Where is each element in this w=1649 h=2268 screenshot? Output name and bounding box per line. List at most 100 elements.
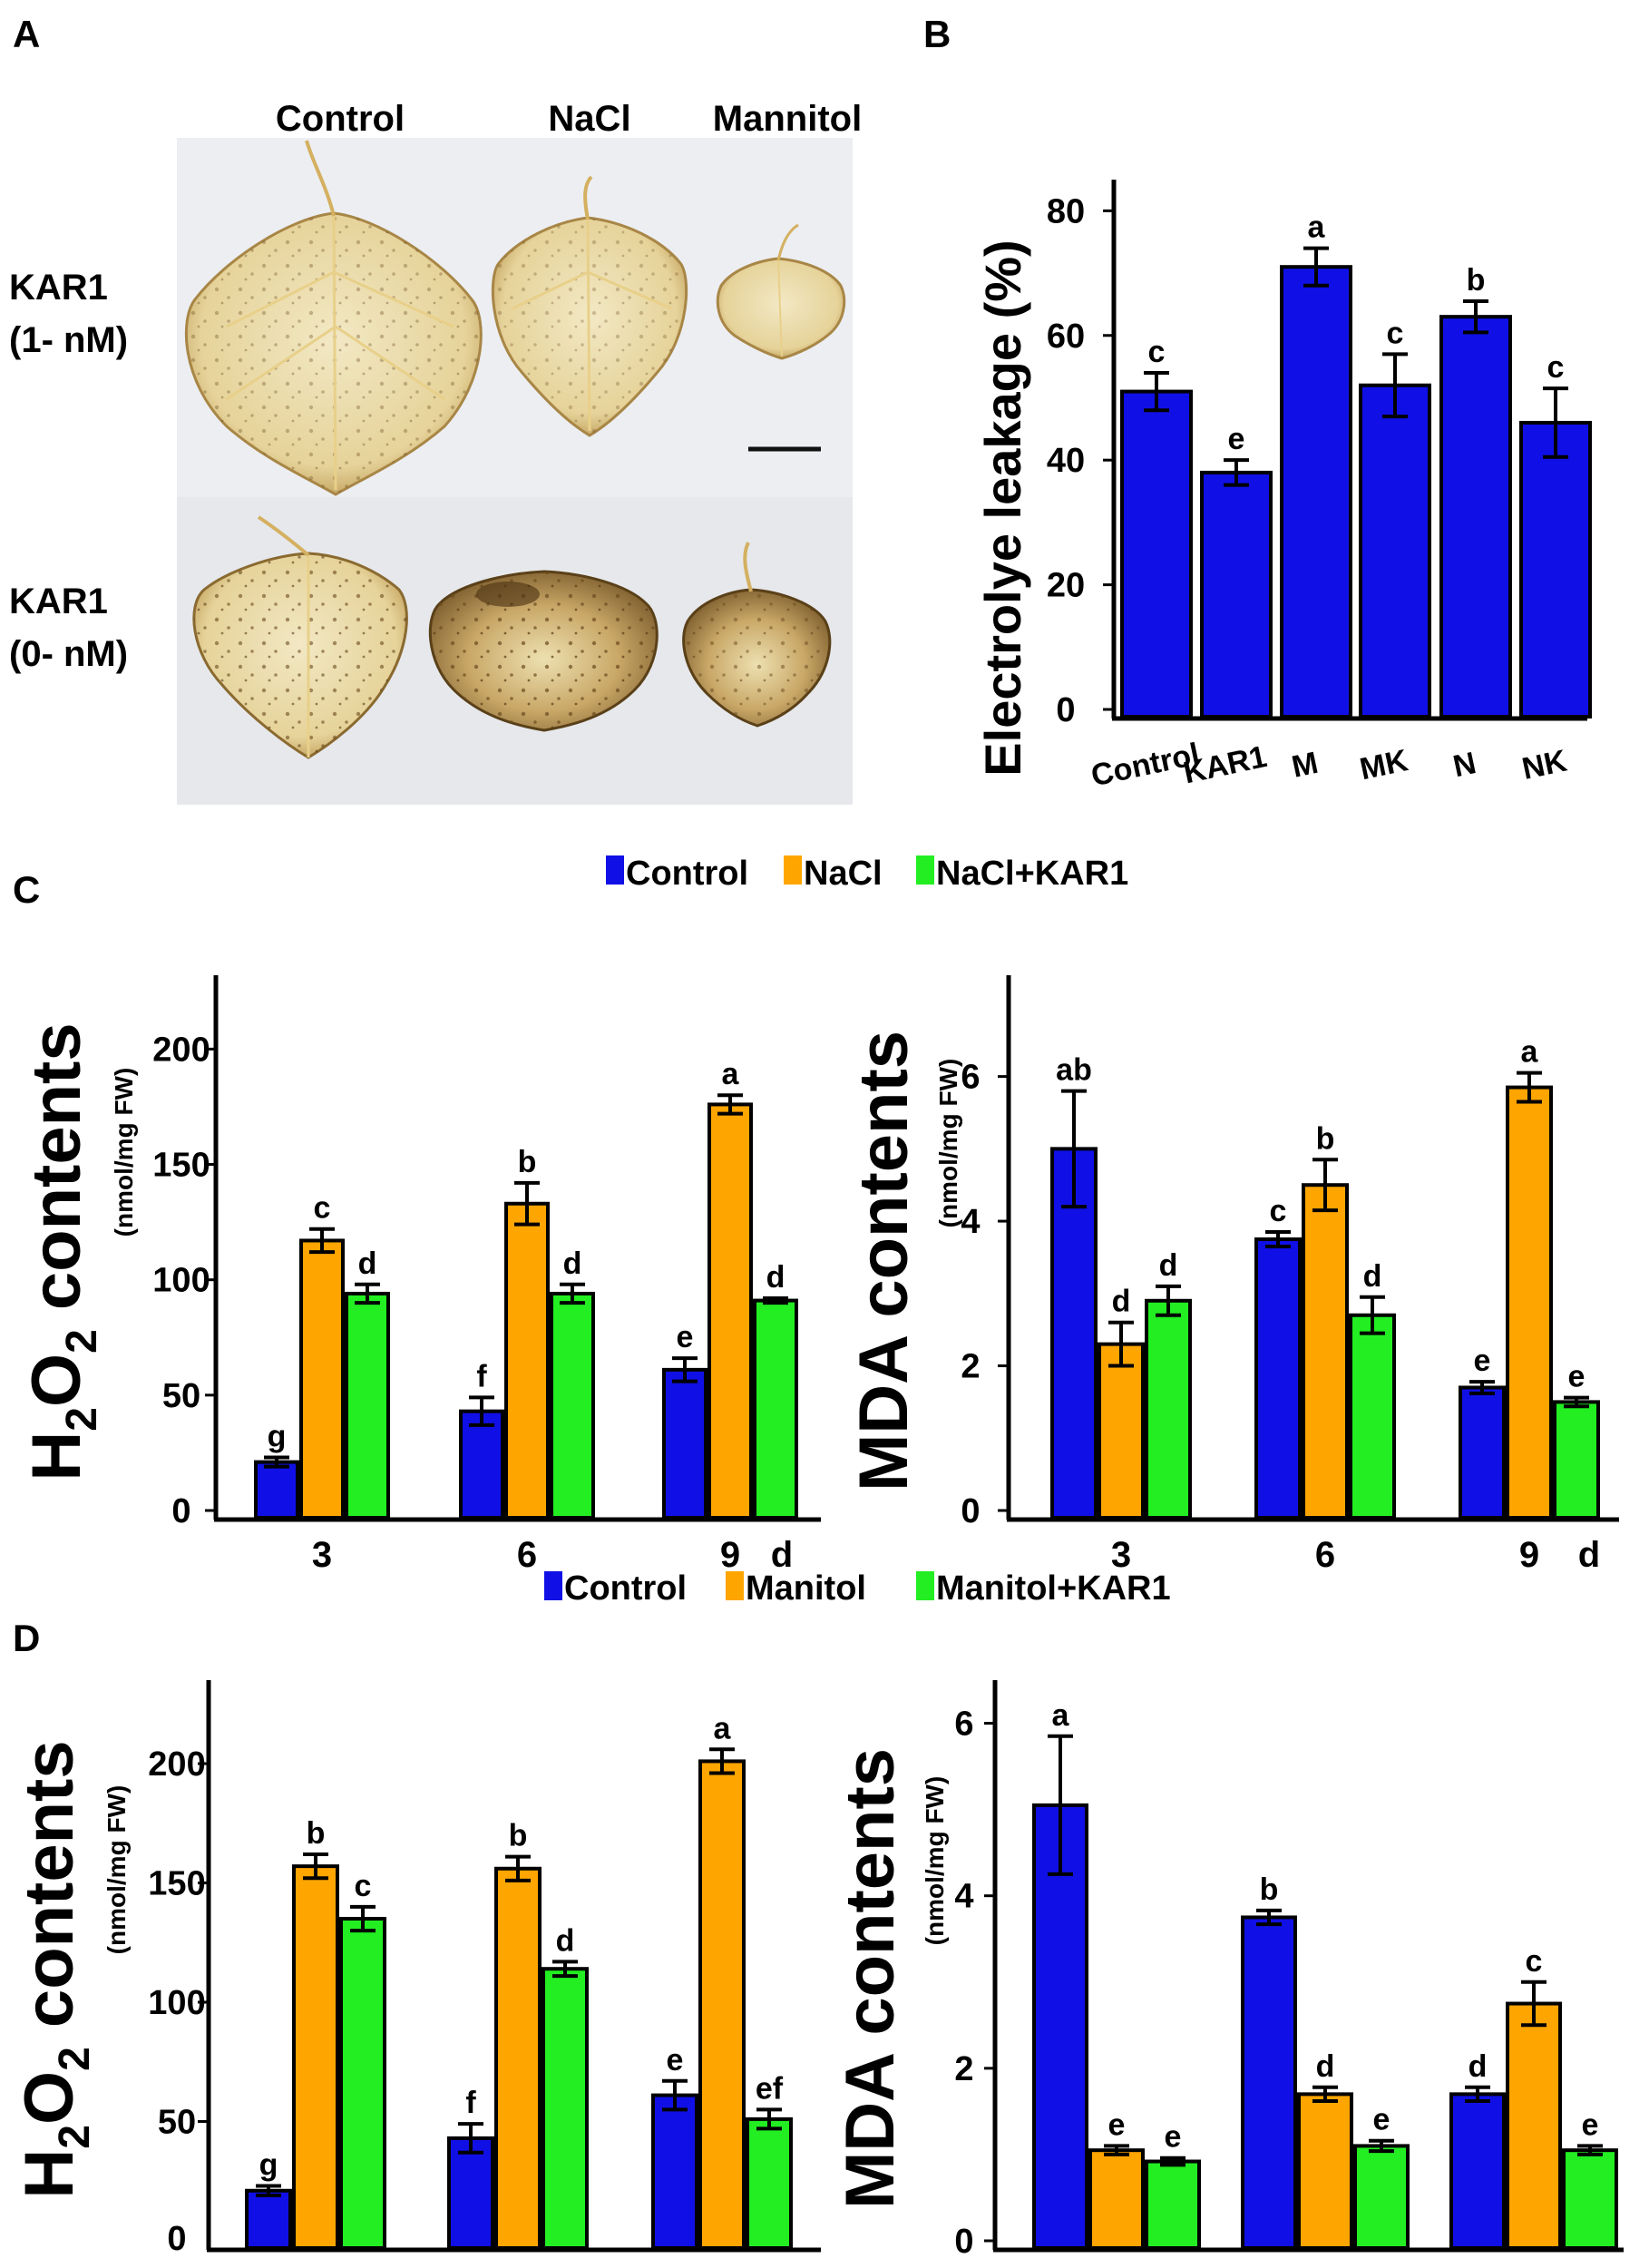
panel-b-label: B — [923, 13, 951, 55]
c1-bar-control-3 — [254, 1460, 299, 1520]
panel-a-label: A — [13, 13, 40, 55]
d2-bar-manitol-kar1-9 — [1562, 2148, 1618, 2250]
b-y-tick-label: 40 — [1047, 442, 1085, 480]
c1-y-unit: (nmol/mg FW) — [110, 1068, 138, 1237]
d1-y-tick-label: 50 — [158, 2104, 196, 2142]
d1-sig-letter: f — [465, 2086, 476, 2120]
c1-sig-letter: f — [476, 1359, 487, 1393]
d1-y-tick-label: 150 — [148, 1865, 205, 1903]
b-sig-letter: c — [1387, 316, 1404, 350]
b-bar-electrolyte-leakage-MK — [1359, 383, 1431, 719]
d1-bar-manitol-6 — [494, 1866, 542, 2250]
b-sig-letter: a — [1308, 210, 1326, 245]
c1-x-tick-label: 9 — [720, 1535, 740, 1575]
d1-bar-manitol-kar1-6 — [542, 1967, 589, 2251]
legend-d-label-manitol-kar1: Manitol+KAR1 — [936, 1569, 1171, 1608]
d1-y-title-part: O — [11, 2071, 88, 2125]
c1-x-tick-label: 3 — [312, 1535, 332, 1575]
c2-y-tick-label: 6 — [961, 1059, 980, 1097]
d2-sig-letter: e — [1582, 2107, 1599, 2142]
d2-y-tick-label: 4 — [954, 1878, 973, 1916]
d1-bar-control-3 — [245, 2188, 292, 2250]
d2-y-tick-label: 0 — [954, 2223, 973, 2261]
c2-sig-letter: ab — [1056, 1053, 1092, 1088]
d2-y-unit: (nmol/mg FW) — [921, 1776, 949, 1946]
c2-bar-nacl-kar1-3 — [1145, 1298, 1192, 1520]
c1-y-title-part: O — [18, 1354, 95, 1407]
c1-bar-nacl-kar1-9 — [753, 1298, 798, 1520]
legend-c-swatch-nacl-kar1 — [916, 855, 934, 885]
d2-sig-letter: e — [1373, 2103, 1390, 2137]
c1-x-tick-label: 6 — [517, 1535, 537, 1575]
c2-x-unit: d — [1578, 1535, 1600, 1575]
b-x-tick-label: NK — [1519, 743, 1570, 786]
c2-sig-letter: c — [1270, 1194, 1287, 1228]
d1-y-tick-label-extra: 0 — [167, 2220, 186, 2258]
legend-d-swatch-manitol-kar1 — [916, 1571, 934, 1600]
c1-sig-letter: b — [518, 1145, 537, 1179]
d2-bar-manitol-kar1-3 — [1145, 2159, 1201, 2251]
b-x-tick-label: N — [1450, 746, 1479, 784]
legend-c-label-control: Control — [626, 855, 748, 893]
d1-sig-letter: g — [259, 2148, 278, 2183]
d1-y-tick-label: 200 — [148, 1745, 205, 1784]
d2-sig-letter: a — [1052, 1698, 1070, 1733]
chart-d-h2o2: 501001502000gfebbacdef369dH2O2 contents(… — [11, 1680, 821, 2268]
c2-bar-control-9 — [1459, 1385, 1506, 1520]
d1-sig-letter: b — [307, 1816, 326, 1851]
c1-sig-letter: a — [722, 1057, 740, 1091]
c2-y-tick-label: 4 — [961, 1203, 980, 1241]
c2-sig-letter: d — [1112, 1285, 1131, 1319]
d2-sig-letter: e — [1165, 2120, 1182, 2155]
c2-sig-letter: e — [1474, 1344, 1491, 1378]
d1-sig-letter: b — [509, 1819, 528, 1853]
d2-x-tick-label: 3 — [1107, 2265, 1127, 2268]
legend-c: Control NaCl NaCl+KAR1 — [606, 855, 1128, 893]
row1-label-conc: (1- nM) — [9, 320, 128, 360]
d1-y-title-part: 2 — [51, 2125, 99, 2149]
c2-sig-letter: b — [1316, 1121, 1335, 1156]
c1-sig-letter: c — [314, 1191, 331, 1226]
d2-sig-letter: b — [1260, 1872, 1279, 1907]
c2-y-title: MDA contents — [845, 1031, 922, 1491]
c1-y-title-part: 2 — [58, 1407, 106, 1432]
c1-x-unit: d — [771, 1535, 793, 1575]
d1-sig-letter: d — [556, 1923, 575, 1958]
legend-d-label-control: Control — [564, 1569, 687, 1608]
legend-d-label-manitol: Manitol — [746, 1569, 866, 1608]
c1-y-tick-label: 50 — [162, 1377, 200, 1415]
panel-c-label: C — [13, 868, 40, 911]
leaf-photo — [177, 138, 853, 805]
c2-y-tick-label: 0 — [961, 1492, 980, 1530]
c1-y-tick-label: 0 — [171, 1492, 190, 1530]
c2-bar-nacl-6 — [1302, 1183, 1349, 1520]
c1-sig-letter: g — [268, 1420, 287, 1454]
row2-label-name: KAR1 — [9, 582, 108, 621]
d2-bar-manitol-3 — [1088, 2148, 1145, 2250]
d1-y-unit: (nmol/mg FW) — [102, 1785, 131, 1955]
b-bar-electrolyte-leakage-Control — [1120, 389, 1193, 719]
d2-y-title: MDA contents — [832, 1748, 909, 2209]
legend-c-label-nacl: NaCl — [804, 855, 883, 893]
d2-bar-control-9 — [1449, 2092, 1506, 2250]
d1-sig-letter: ef — [756, 2071, 784, 2106]
c1-y-title-part: 2 — [58, 1329, 106, 1354]
c2-bar-nacl-3 — [1098, 1342, 1145, 1520]
legend-d-swatch-control — [544, 1571, 562, 1600]
b-bar-electrolyte-leakage-KAR1 — [1200, 470, 1273, 719]
c2-bar-nacl-9 — [1506, 1085, 1553, 1520]
col-label-nacl: NaCl — [548, 99, 630, 139]
c1-y-title: H2O2 contents — [18, 1022, 106, 1481]
c1-bar-nacl-9 — [707, 1102, 753, 1520]
d1-y-tick-label: 100 — [148, 1984, 205, 2022]
c2-bar-nacl-kar1-6 — [1349, 1313, 1396, 1520]
c1-y-tick-label: 100 — [152, 1262, 210, 1300]
b-bar-electrolyte-leakage-M — [1280, 265, 1352, 719]
c1-bar-control-9 — [662, 1367, 707, 1520]
col-label-mannitol: Mannitol — [713, 99, 862, 139]
d2-x-tick-label: 9 — [1524, 2265, 1544, 2268]
b-sig-letter: c — [1148, 335, 1166, 369]
